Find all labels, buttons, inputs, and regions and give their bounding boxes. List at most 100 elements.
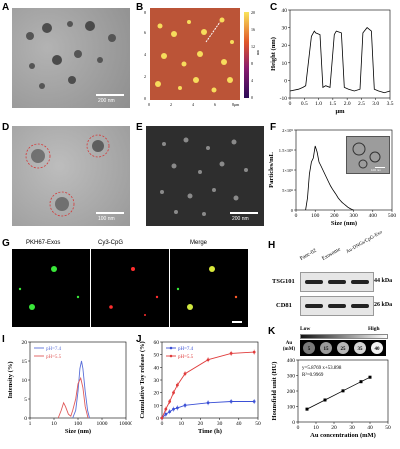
y-tick-label: 20 xyxy=(282,43,288,49)
hu-data-point xyxy=(368,375,372,379)
release-data-point xyxy=(175,406,179,410)
y-tick-label: 1×10⁹ xyxy=(282,168,293,173)
y-tick-label: 0 xyxy=(291,208,294,213)
x-tick-label: 30 xyxy=(349,425,355,431)
x-tick-label: 40 xyxy=(367,425,373,431)
release-data-point xyxy=(175,383,179,387)
tem-particles-a xyxy=(26,21,116,89)
x-tick-label: 0.5 xyxy=(301,101,308,107)
x-tick-label: 30 xyxy=(217,421,223,427)
hu-data-point xyxy=(359,380,363,384)
fit-equation-label: y=5.8769 x+53.898 xyxy=(302,366,342,371)
y-tick-label: 0 xyxy=(292,420,295,426)
afm-x-tick: 0 xyxy=(148,102,150,107)
x-axis-label: Size (nm) xyxy=(331,220,357,227)
plot-frame xyxy=(29,341,127,419)
x-tick-label: 50 xyxy=(385,425,391,431)
y-tick-label: 1.5×10⁹ xyxy=(279,148,294,153)
y-tick-label: 10 xyxy=(22,378,28,384)
x-tick-label: 1 xyxy=(29,421,32,427)
legend-marker xyxy=(169,346,173,350)
y-tick-label: 0 xyxy=(24,416,27,422)
release-data-point xyxy=(164,407,168,411)
y-tick-label: 2×10⁹ xyxy=(282,128,293,133)
y-tick-label: 50 xyxy=(154,353,160,359)
height-profile-line xyxy=(289,27,391,94)
x-tick-label: 0 xyxy=(161,421,164,427)
hu-data-point xyxy=(305,407,309,411)
legend-marker xyxy=(169,354,173,358)
size-distribution-line xyxy=(305,145,354,211)
x-tick-label: 3.0 xyxy=(372,101,379,107)
plot-frame xyxy=(289,9,391,99)
y-tick-label: 400 xyxy=(287,358,296,364)
y-tick-label: 20 xyxy=(154,391,160,397)
fit-equation-label: R²=0.9969 xyxy=(302,372,324,378)
y-tick-label: 40 xyxy=(154,365,160,371)
ct-well-label: 15 xyxy=(324,347,330,352)
afm-y-tick: 6 xyxy=(144,30,146,35)
x-tick-label: 1.5 xyxy=(329,101,336,107)
release-data-point xyxy=(164,412,168,416)
panel-label-f: F xyxy=(270,122,277,133)
inset-scale-bar: 100 nm xyxy=(371,168,382,172)
g-title-merge: Merge xyxy=(190,240,208,246)
afm-y-tick: 2 xyxy=(144,74,146,79)
x-tick-label: 10 xyxy=(51,421,57,427)
x-tick-label: 1.0 xyxy=(315,101,322,107)
plot-frame xyxy=(161,341,259,419)
panel-label-c: C xyxy=(270,2,278,13)
colorbar-tick: 20 xyxy=(251,10,255,15)
y-axis-label: Intensity (%) xyxy=(7,361,14,398)
afm-x-tick: 2 xyxy=(170,102,172,107)
intensity-series-line xyxy=(72,360,90,419)
legend-label: pH=5.5 xyxy=(46,355,62,360)
y-tick-label: 200 xyxy=(287,389,296,395)
x-tick-label: 500 xyxy=(388,213,397,219)
y-tick-label: 60 xyxy=(154,340,160,346)
tem-image-d: 100 nm xyxy=(12,126,130,226)
x-tick-label: 10 xyxy=(313,425,319,431)
ct-well xyxy=(337,342,349,354)
chart-i: 1 10 100 1000 10000 0 5 10 15 20 Size (nm) Intensit… xyxy=(7,340,132,435)
chart-k: 0 10 20 30 40 50 0 100 200 300 400 Au concentration… xyxy=(271,358,391,439)
afm-x-tick: 6 xyxy=(214,102,216,107)
colorbar-tick: 0 xyxy=(251,95,253,100)
y-tick-label: 5 xyxy=(24,397,27,403)
x-tick-label: 200 xyxy=(330,213,339,219)
release-data-point xyxy=(206,358,210,362)
panel-label-k: K xyxy=(268,326,276,337)
sem-particles-e xyxy=(160,137,248,216)
x-tick-label: 100 xyxy=(74,421,83,427)
afm-y-tick: 8 xyxy=(144,10,146,15)
ct-well-label: 5 xyxy=(308,347,311,352)
release-data-point xyxy=(168,400,172,403)
gradient-bar xyxy=(300,334,388,339)
hu-data-point xyxy=(341,389,345,393)
panel-label-g: G xyxy=(2,238,10,249)
afm-x-tick: 4 xyxy=(192,102,194,107)
x-axis-label: Size (nm) xyxy=(65,428,91,435)
ct-well xyxy=(320,342,332,354)
g-title-pkh67: PKH67-Exos xyxy=(26,240,61,246)
colorbar-tick: 8 xyxy=(251,61,253,66)
y-tick-label: -10 xyxy=(280,96,288,102)
release-data-point xyxy=(252,400,256,403)
panel-label-d: D xyxy=(2,122,10,133)
afm-y-tick: 0 xyxy=(144,96,146,101)
y-tick-label: 30 xyxy=(154,378,160,384)
release-data-point xyxy=(168,410,172,414)
gradient-low-label: Low xyxy=(300,326,311,332)
release-data-point xyxy=(206,401,210,405)
x-axis-label: Au concentration (mM) xyxy=(310,432,376,439)
release-data-point xyxy=(229,400,233,403)
ct-well xyxy=(303,342,315,354)
y-tick-label: 15 xyxy=(22,359,28,365)
chart-f: 0 100 200 300 400 500 0 5×10⁸ 1×10⁹ 1.5×10⁹ 2×10⁹ S… xyxy=(268,128,397,227)
panel-label-i: I xyxy=(2,334,5,345)
fluor-merge xyxy=(170,249,248,327)
x-axis-label: Time (h) xyxy=(198,428,222,435)
wb-blot-cd81 xyxy=(300,296,374,316)
y-axis-label: Hounsfield unit (HU) xyxy=(271,362,278,421)
release-data-point xyxy=(183,403,187,407)
